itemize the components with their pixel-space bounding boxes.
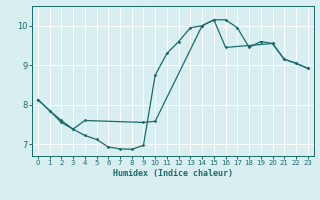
X-axis label: Humidex (Indice chaleur): Humidex (Indice chaleur) [113,169,233,178]
